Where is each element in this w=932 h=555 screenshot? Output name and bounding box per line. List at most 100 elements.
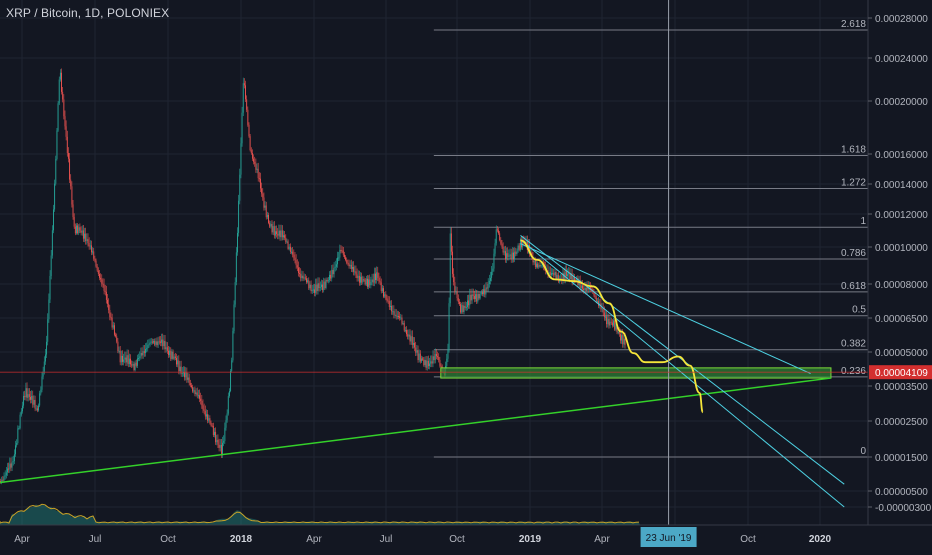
crosshair-date-label: 23 Jun '19 xyxy=(646,533,692,544)
candle-body xyxy=(380,282,382,292)
candle-body xyxy=(318,283,320,288)
candle-body xyxy=(59,72,61,80)
candle-body xyxy=(153,341,154,343)
candle-body xyxy=(57,103,59,131)
price-tick-label: 0.00003500 xyxy=(875,382,928,393)
candle-body xyxy=(525,241,527,244)
candle-body xyxy=(538,265,540,268)
candle-body xyxy=(47,319,49,342)
candle-body xyxy=(74,226,76,234)
candle-body xyxy=(93,251,95,259)
candle-body xyxy=(340,249,342,251)
candle-body xyxy=(607,318,609,325)
candle-body xyxy=(109,310,111,318)
fib-level-label: 0.5 xyxy=(852,305,866,316)
channel-line xyxy=(520,239,845,508)
candle-body xyxy=(415,347,417,353)
candle-body xyxy=(311,289,313,292)
candle-body xyxy=(348,263,350,267)
candle-body xyxy=(329,274,330,281)
candle-body xyxy=(437,356,439,358)
candle-body xyxy=(593,291,595,296)
candle-body xyxy=(136,358,138,366)
candle-body xyxy=(500,240,502,244)
candle-body xyxy=(86,239,88,242)
candle-body xyxy=(317,283,319,291)
candle-body xyxy=(398,316,399,318)
candle-body xyxy=(15,445,16,455)
candle-body xyxy=(155,341,157,345)
candle-body xyxy=(187,377,189,380)
candle-body xyxy=(272,226,274,233)
candle-body xyxy=(142,351,144,356)
candle-body xyxy=(25,388,27,398)
candle-body xyxy=(9,463,11,470)
candle-body xyxy=(480,292,482,294)
candle-body xyxy=(220,444,222,455)
time-tick-label: Apr xyxy=(306,534,322,545)
candle-body xyxy=(585,287,587,292)
candle-body xyxy=(425,360,427,368)
candle-body xyxy=(611,322,613,326)
candle-body xyxy=(281,230,283,238)
candle-body xyxy=(299,272,301,274)
candle-body xyxy=(269,222,271,227)
candle-body xyxy=(104,290,106,292)
candle-body xyxy=(67,153,69,159)
candle-body xyxy=(301,275,303,279)
candle-body xyxy=(499,233,501,241)
candle-body xyxy=(41,376,43,390)
candle-body xyxy=(8,468,10,470)
candle-body xyxy=(80,230,82,233)
candle-body xyxy=(461,305,463,313)
candle-body xyxy=(439,360,441,366)
candle-body xyxy=(573,277,575,282)
candle-body xyxy=(291,251,292,253)
candle-body xyxy=(217,439,219,445)
candle-body xyxy=(140,352,142,357)
candle-body xyxy=(503,251,505,253)
candle-body xyxy=(46,341,48,355)
price-candles xyxy=(0,68,626,485)
candle-body xyxy=(403,323,405,331)
candle-body xyxy=(173,356,175,359)
candle-body xyxy=(554,271,556,276)
volume-series xyxy=(0,503,640,525)
candle-body xyxy=(108,303,110,311)
candle-body xyxy=(506,253,508,260)
candle-body xyxy=(608,318,610,326)
candle-body xyxy=(320,284,322,287)
candle-body xyxy=(123,359,125,362)
candle-body xyxy=(406,330,407,335)
candle-body xyxy=(540,265,542,267)
candle-body xyxy=(58,79,60,104)
candle-body xyxy=(571,273,573,283)
candle-body xyxy=(279,230,281,238)
candle-body xyxy=(534,260,536,267)
candle-body xyxy=(473,296,475,300)
candle-body xyxy=(623,338,625,345)
candle-body xyxy=(39,393,41,406)
candle-body xyxy=(423,359,425,366)
candle-body xyxy=(504,251,506,260)
candle-body xyxy=(193,390,195,392)
candle-body xyxy=(338,257,340,259)
candle-body xyxy=(393,311,395,315)
candle-body xyxy=(458,301,460,305)
candle-body xyxy=(211,425,213,427)
candle-body xyxy=(333,267,335,275)
candle-body xyxy=(481,292,483,295)
candle-body xyxy=(392,311,394,313)
candle-body xyxy=(407,334,409,337)
candle-body xyxy=(422,358,424,360)
candle-body xyxy=(72,204,74,218)
candle-body xyxy=(197,395,199,397)
candle-body xyxy=(312,289,314,291)
time-tick-label: Apr xyxy=(14,534,30,545)
volume-fill xyxy=(0,504,640,525)
candle-body xyxy=(212,425,214,436)
candle-body xyxy=(325,279,327,288)
candle-body xyxy=(472,294,474,296)
